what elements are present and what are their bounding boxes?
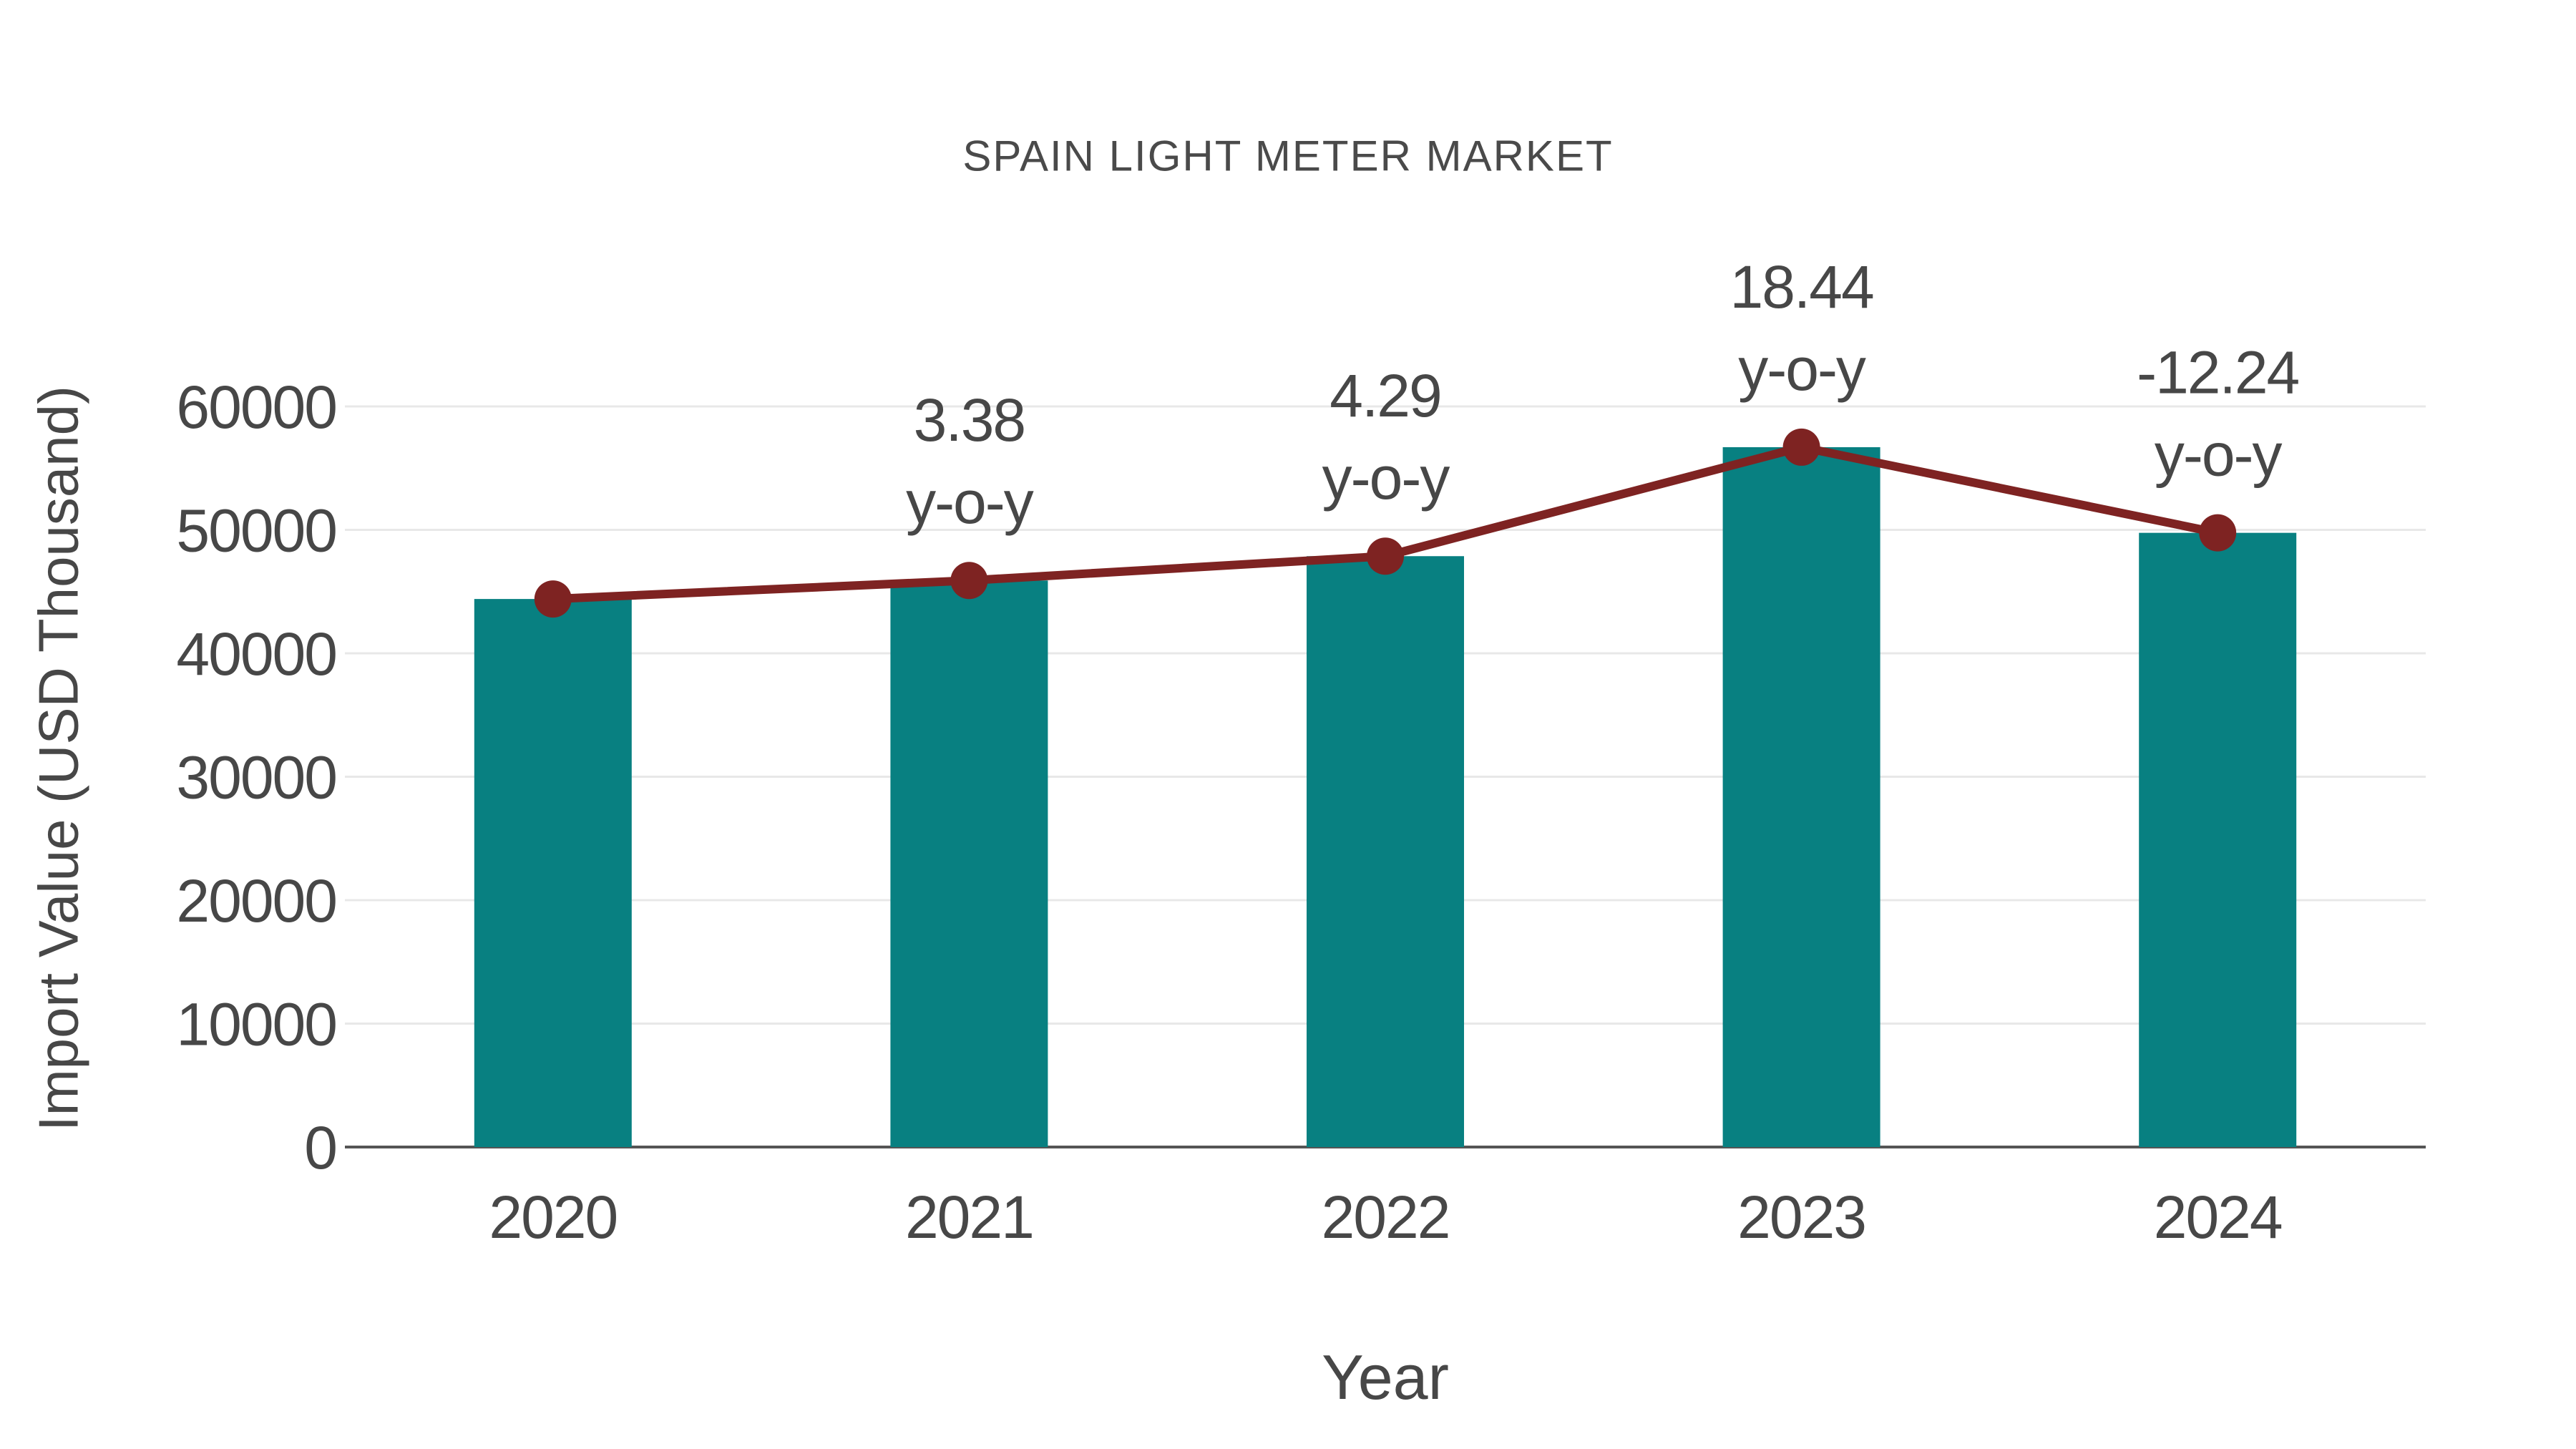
annotation-suffix-2024: y-o-y [2155, 421, 2283, 489]
annotation-value-2023: 18.44 [1729, 253, 1873, 321]
annotation-value-2024: -12.24 [2137, 339, 2298, 406]
y-tick-label: 20000 [176, 867, 336, 935]
chart-title: SPAIN LIGHT METER MARKET [962, 132, 1614, 180]
bar-2021 [890, 580, 1048, 1147]
x-tick-label: 2020 [489, 1184, 617, 1251]
y-tick-label: 60000 [176, 374, 336, 441]
annotation-suffix-2022: y-o-y [1322, 444, 1450, 512]
y-tick-label: 40000 [176, 620, 336, 688]
line-marker-2023 [1782, 428, 1820, 466]
line-marker-2020 [534, 580, 572, 618]
bar-2023 [1722, 447, 1880, 1147]
bar-2022 [1307, 556, 1464, 1147]
x-tick-label: 2024 [2154, 1184, 2282, 1251]
x-tick-label: 2023 [1737, 1184, 1865, 1251]
x-tick-label: 2021 [905, 1184, 1033, 1251]
x-tick-label: 2022 [1322, 1184, 1450, 1251]
annotation-value-2021: 3.38 [914, 386, 1025, 454]
line-marker-2022 [1367, 537, 1404, 575]
annotation-suffix-2023: y-o-y [1738, 336, 1866, 403]
y-tick-label: 50000 [176, 497, 336, 565]
y-tick-label: 0 [304, 1114, 336, 1181]
line-marker-2024 [2199, 514, 2237, 552]
annotation-value-2022: 4.29 [1330, 362, 1441, 429]
bar-2024 [2139, 532, 2297, 1147]
bar-2020 [474, 599, 632, 1147]
y-tick-label: 10000 [176, 991, 336, 1058]
line-marker-2021 [950, 562, 988, 600]
annotation-suffix-2021: y-o-y [906, 469, 1034, 536]
x-axis-title: Year [1322, 1342, 1449, 1413]
y-tick-label: 30000 [176, 744, 336, 811]
